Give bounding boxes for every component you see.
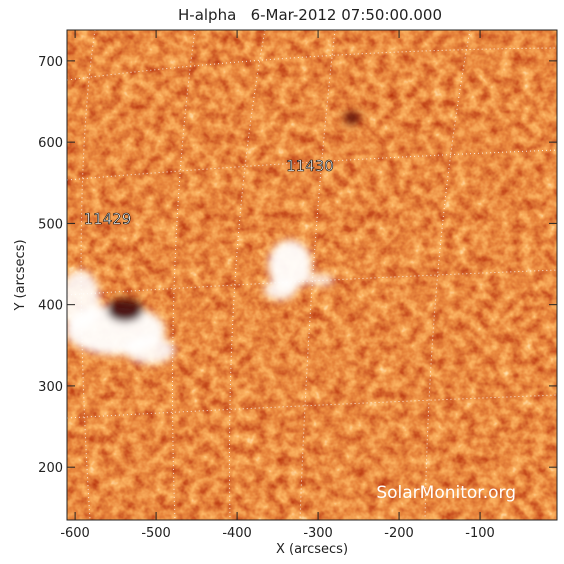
y-tick-label: 400 [38,299,63,314]
x-tick-label: -200 [384,526,414,541]
x-axis-label: X (arcsecs) [276,542,348,557]
chromosphere [67,30,557,520]
y-tick-label: 600 [38,136,63,151]
x-tick-label: -500 [141,526,171,541]
plage [67,112,360,364]
y-tick-label: 300 [38,380,63,395]
heliographic-grid [67,30,557,520]
y-axis-label: Y (arcsecs) [13,239,28,311]
region-label: 11429 [84,210,132,228]
watermark: SolarMonitor.org [376,483,516,503]
solar-image [67,30,557,520]
x-tick-label: -400 [222,526,252,541]
chart-title: H-alpha 6-Mar-2012 07:50:00.000 [178,6,442,24]
y-tick-label: 700 [38,55,63,70]
x-tick-label: -300 [303,526,333,541]
plot-frame [66,29,558,521]
region-label: 11430 [286,157,334,175]
x-tick-label: -600 [60,526,90,541]
y-tick-label: 500 [38,217,63,232]
x-tick-label: -100 [465,526,495,541]
y-tick-label: 200 [38,461,63,476]
